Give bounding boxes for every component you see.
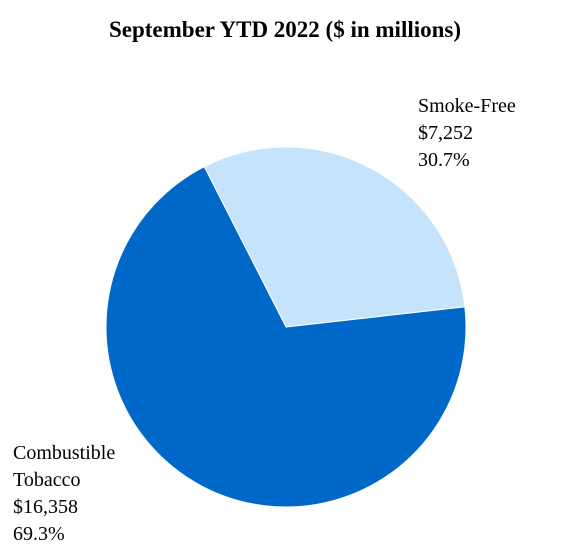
slice-name-line: Combustible (13, 442, 116, 464)
slice-label-combustible-tobacco: Combustible Tobacco $16,358 69.3% (13, 440, 115, 548)
pie-slice-smoke-free (203, 146, 466, 328)
slice-name-line: Tobacco (13, 469, 81, 491)
slice-value-label: $16,358 (13, 496, 78, 518)
slice-name-line: Smoke-Free (418, 95, 516, 117)
slice-percent-label: 30.7% (418, 149, 470, 171)
slice-value-label: $7,252 (418, 122, 473, 144)
slice-label-smoke-free: Smoke-Free $7,252 30.7% (418, 93, 516, 174)
pie-slice-combustible-tobacco (105, 165, 467, 508)
slice-percent-label: 69.3% (13, 523, 65, 545)
chart-title: September YTD 2022 ($ in millions) (108, 17, 462, 42)
